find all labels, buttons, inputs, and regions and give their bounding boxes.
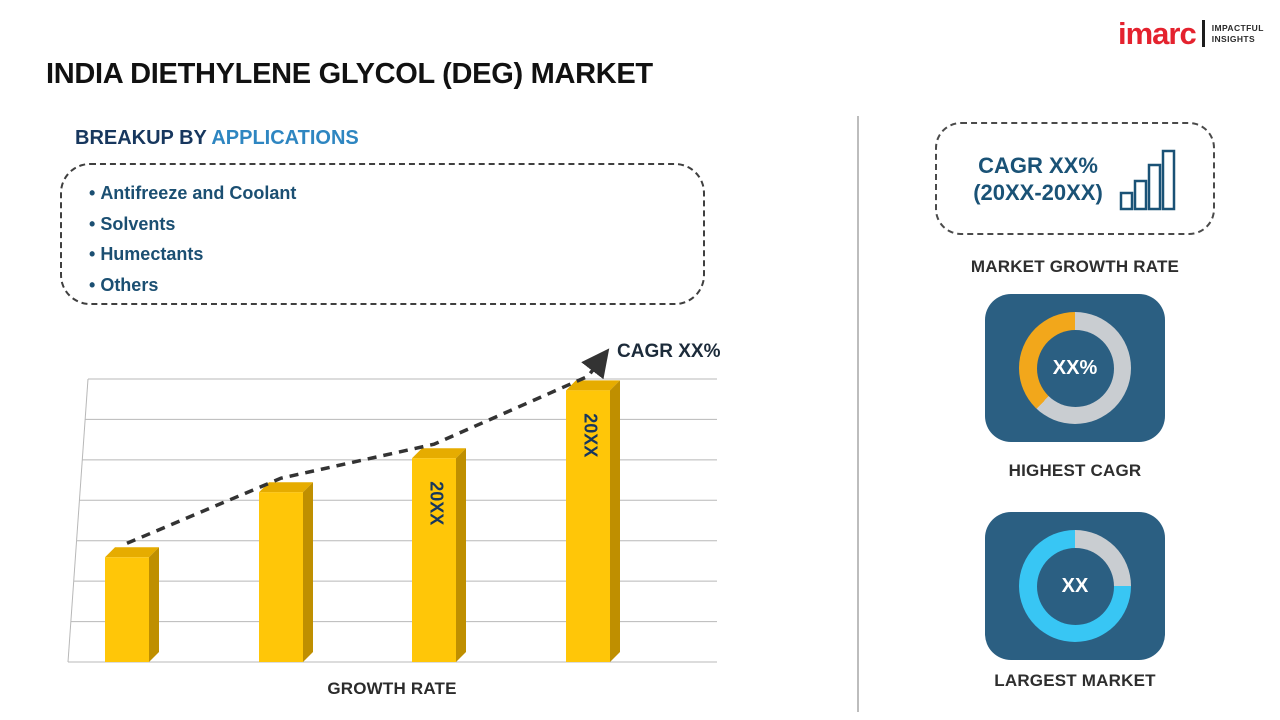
chart-cagr-annotation: CAGR XX% (617, 341, 721, 362)
cagr-value: CAGR XX% (978, 152, 1098, 178)
bar-side (149, 547, 159, 662)
list-item: Antifreeze and Coolant (89, 178, 703, 209)
largest-market-value: XX (1036, 547, 1114, 625)
bar-top (105, 547, 159, 558)
trend-arrow (126, 348, 610, 545)
bar (105, 557, 149, 662)
vertical-divider (857, 116, 859, 712)
largest-market-donut: XX (1019, 530, 1131, 642)
breakup-heading: BREAKUP BY APPLICATIONS (75, 127, 359, 150)
logo-tagline-line1: IMPACTFUL (1211, 22, 1264, 33)
market-growth-rate-label: MARKET GROWTH RATE (970, 257, 1180, 276)
bar-chart-icon (1119, 149, 1176, 210)
chart-x-axis-label: GROWTH RATE (327, 679, 457, 698)
cagr-period: (20XX-20XX) (973, 179, 1103, 205)
logo-tagline-line2: INSIGHTS (1211, 33, 1256, 44)
bar (566, 390, 610, 662)
applications-list-box: Antifreeze and Coolant Solvents Humectan… (60, 163, 705, 305)
list-item: Solvents (89, 209, 703, 240)
highest-cagr-donut: XX% (1019, 312, 1131, 424)
cagr-summary-box: CAGR XX% (20XX-20XX) (935, 122, 1215, 235)
growth-bar-chart: 20XX 20XX (62, 344, 722, 696)
largest-market-card: XX (985, 512, 1165, 660)
breakup-heading-prefix: BREAKUP BY (75, 127, 212, 149)
bar-side (610, 380, 620, 662)
highest-cagr-value: XX% (1036, 329, 1114, 407)
bar (259, 492, 303, 662)
list-item: Others (89, 270, 703, 301)
bar-top (259, 482, 313, 493)
bar-top (566, 380, 620, 391)
bar (412, 458, 456, 662)
bar-label: 20XX (426, 481, 446, 525)
bar-side (303, 482, 313, 662)
imarc-logo-wordmark: imarc (1118, 16, 1197, 51)
cagr-summary-text: CAGR XX% (20XX-20XX) (973, 152, 1103, 206)
imarc-logo: imarc IMPACTFUL INSIGHTS (1118, 18, 1264, 49)
y-axis (67, 378, 89, 663)
page-title: INDIA DIETHYLENE GLYCOL (DEG) MARKET (46, 58, 653, 90)
largest-market-label: LARGEST MARKET (994, 671, 1156, 690)
highest-cagr-label: HIGHEST CAGR (1008, 461, 1142, 480)
growth-bar-chart-svg: 20XX 20XX (67, 348, 717, 663)
highest-cagr-card: XX% (985, 294, 1165, 442)
bar-side (456, 448, 466, 662)
bar-label: 20XX (580, 413, 600, 457)
logo-tagline: IMPACTFUL INSIGHTS (1212, 23, 1264, 45)
breakup-heading-highlight: APPLICATIONS (211, 127, 359, 149)
bar-top (412, 448, 466, 459)
list-item: Humectants (89, 239, 703, 270)
logo-divider (1201, 20, 1205, 47)
applications-list: Antifreeze and Coolant Solvents Humectan… (62, 165, 703, 300)
